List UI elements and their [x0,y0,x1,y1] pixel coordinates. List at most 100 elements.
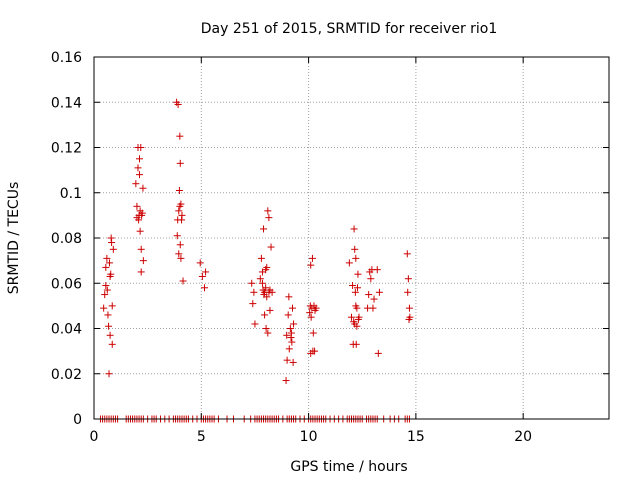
data-point [198,272,206,280]
axis-ticks: 0 0.02 0.04 0.06 0.08 0.1 0.12 0.14 0.16 0 5 10 15 20 [51,50,609,445]
data-point [367,275,375,283]
y-tick-label: 0 [73,412,82,428]
data-point [404,288,412,296]
data-point [174,101,182,109]
data-point [137,144,145,151]
data-point [354,284,362,292]
data-point [353,322,361,330]
data-point [265,214,273,222]
data-point [173,232,181,240]
data-point [352,340,360,348]
data-point [370,295,378,303]
grid [94,57,609,419]
data-point [354,270,362,278]
data-point [105,370,113,378]
data-point [365,291,373,299]
data-point [283,356,291,364]
data-point [137,245,145,253]
data-point [285,345,293,353]
y-tick-label: 0.06 [51,276,82,292]
y-tick-label: 0.08 [51,231,82,247]
y-tick-label: 0.02 [51,367,82,383]
data-point [282,377,290,385]
data-point [264,207,272,215]
data-point [102,282,110,290]
y-tick-label: 0.04 [51,322,82,338]
data-point [350,225,358,233]
data-point [262,284,270,292]
data-point [287,329,295,337]
data-point [308,254,316,262]
data-point [201,284,209,292]
data-point [250,288,258,296]
data-point [103,286,111,294]
x-tick-label: 0 [90,429,99,445]
data-point [373,266,381,274]
data-point [286,325,294,332]
data-point [136,227,144,235]
data-point [179,277,187,285]
data-point [404,275,412,283]
data-point [177,254,185,262]
data-point [175,250,183,258]
data-point [137,268,145,276]
data-point [264,329,272,337]
data-point [134,164,142,172]
data-point [312,304,320,312]
y-tick-label: 0.14 [51,95,82,111]
data-point [406,313,414,321]
x-tick-label: 20 [514,429,532,445]
data-point [405,304,413,312]
data-point [133,202,141,210]
y-tick-label: 0.1 [60,186,82,202]
data-point [349,282,357,290]
data-point [106,331,114,339]
data-point [108,302,116,310]
x-tick-label: 15 [407,429,425,445]
data-point [132,180,140,188]
data-point [105,322,113,330]
chart-title: Day 251 of 2015, SRMTID for receiver rio… [201,21,498,37]
data-point [263,263,271,271]
data-point [353,304,361,312]
data-point [268,288,276,296]
data-point [196,259,204,267]
y-tick-label: 0.16 [51,50,82,66]
data-point [256,275,264,283]
data-point [202,268,210,276]
data-point [139,184,147,192]
data-point [288,338,296,346]
data-point [351,245,359,253]
data-point [348,313,355,321]
data-point [257,254,265,262]
data-point [176,241,184,249]
data-point [258,279,266,287]
data-point [101,291,109,299]
data-point [108,239,116,247]
data-point [345,259,353,267]
data-point [175,186,183,194]
data-point [175,207,183,215]
data-point [109,245,117,253]
data-point [105,259,113,267]
data-point [249,300,257,308]
data-point [260,225,268,233]
data-point [178,211,186,219]
x-tick-label: 10 [300,429,318,445]
data-point [311,347,319,355]
x-tick-label: 5 [197,429,206,445]
data-point [266,306,274,314]
data-point [283,331,291,339]
data-point [307,261,315,269]
data-point [248,279,256,287]
y-tick-label: 0.12 [51,141,82,157]
data-point [176,159,184,167]
data-point [138,209,146,217]
data-point [374,349,382,357]
data-point [135,171,143,179]
data-point [267,243,275,251]
data-point [251,320,259,328]
y-axis-label: SRMTID / TECUs [6,182,22,295]
data-point [285,293,293,301]
data-point [290,320,298,328]
